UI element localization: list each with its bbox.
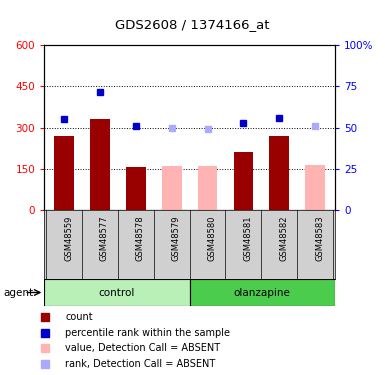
Text: control: control: [99, 288, 135, 297]
Bar: [305, 165, 325, 210]
Text: GSM48579: GSM48579: [172, 216, 181, 261]
Text: GSM48581: GSM48581: [243, 216, 253, 261]
Text: GSM48578: GSM48578: [136, 216, 145, 261]
Bar: [90, 119, 110, 210]
Text: GDS2608 / 1374166_at: GDS2608 / 1374166_at: [115, 18, 270, 31]
Bar: [44, 279, 190, 306]
Text: GSM48580: GSM48580: [208, 216, 216, 261]
Bar: [190, 279, 335, 306]
Text: GSM48583: GSM48583: [315, 216, 324, 261]
Text: GSM48559: GSM48559: [64, 216, 73, 261]
Text: olanzapine: olanzapine: [234, 288, 291, 297]
Bar: [54, 136, 74, 210]
Bar: [198, 166, 218, 210]
Text: count: count: [65, 312, 93, 322]
Bar: [270, 136, 289, 210]
Text: GSM48582: GSM48582: [280, 216, 288, 261]
Bar: [126, 167, 146, 210]
Text: percentile rank within the sample: percentile rank within the sample: [65, 328, 230, 338]
Bar: [162, 166, 182, 210]
Text: agent: agent: [4, 288, 34, 297]
Bar: [234, 152, 253, 210]
Text: GSM48577: GSM48577: [100, 216, 109, 261]
Text: value, Detection Call = ABSENT: value, Detection Call = ABSENT: [65, 343, 220, 353]
Text: rank, Detection Call = ABSENT: rank, Detection Call = ABSENT: [65, 358, 215, 369]
